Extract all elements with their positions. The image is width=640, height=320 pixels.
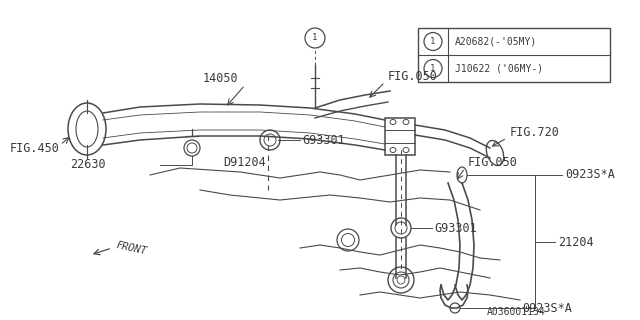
Text: 0923S*A: 0923S*A	[522, 301, 572, 315]
Text: 1: 1	[430, 64, 436, 73]
Text: 22630: 22630	[70, 158, 106, 172]
Text: 14050: 14050	[203, 73, 239, 85]
Bar	[385, 118, 415, 155]
Text: FIG.050: FIG.050	[468, 156, 518, 169]
Bar	[418, 28, 610, 82]
Text: 1: 1	[312, 34, 317, 43]
Text: A036001134: A036001134	[487, 307, 546, 317]
Text: FIG.050: FIG.050	[388, 69, 438, 83]
Text: 1: 1	[430, 37, 436, 46]
Text: 0923S*A: 0923S*A	[565, 169, 615, 181]
Text: G93301: G93301	[302, 133, 345, 147]
Text: D91204: D91204	[223, 156, 266, 169]
Text: A20682(-'05MY): A20682(-'05MY)	[455, 36, 537, 46]
Text: G93301: G93301	[434, 221, 477, 235]
Text: FRONT: FRONT	[115, 240, 148, 256]
Text: 21204: 21204	[558, 236, 594, 249]
Text: FIG.720: FIG.720	[510, 125, 560, 139]
Text: J10622 ('06MY-): J10622 ('06MY-)	[455, 63, 543, 74]
Text: FIG.450: FIG.450	[10, 141, 60, 155]
